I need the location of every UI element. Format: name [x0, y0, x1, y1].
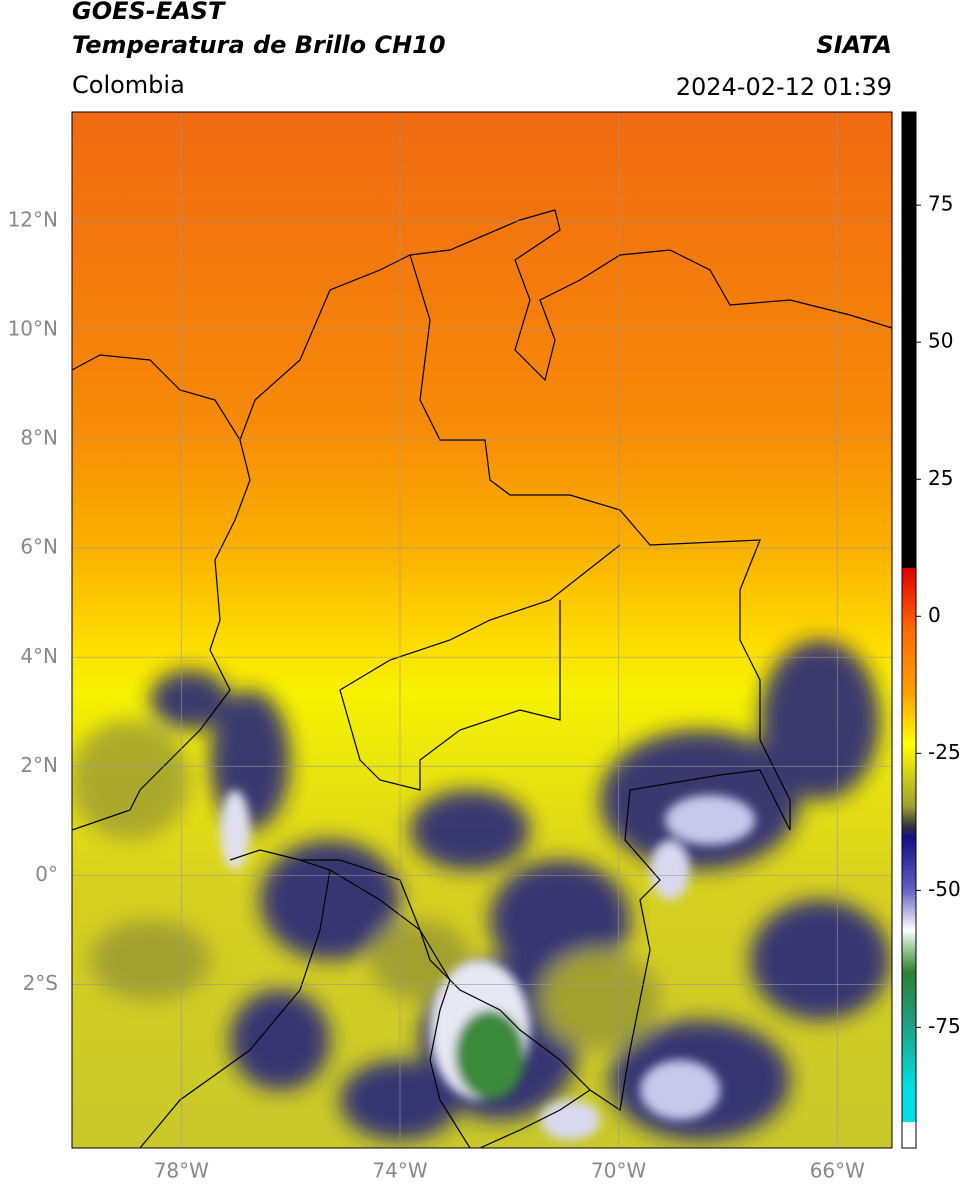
- subtitle: Temperatura de Brillo CH10: [72, 31, 446, 59]
- colorbar-tick-label: -25: [928, 740, 961, 764]
- y-tick-label: 2°N: [20, 753, 58, 777]
- source: SIATA: [816, 31, 892, 59]
- colorbar-tick-label: -75: [928, 1014, 961, 1038]
- colorbar-tick-label: 75: [928, 192, 953, 216]
- y-tick-label: 6°N: [20, 535, 58, 559]
- datetime: 2024-02-12 01:39: [676, 73, 892, 101]
- x-tick-label: 74°W: [372, 1159, 427, 1183]
- x-tick-label: 78°W: [154, 1159, 209, 1183]
- y-tick-label: 8°N: [20, 426, 58, 450]
- y-tick-label: 10°N: [8, 317, 58, 341]
- title: GOES-EAST: [72, 0, 226, 25]
- x-tick-label: 70°W: [591, 1159, 646, 1183]
- colorbar-tick-label: 25: [928, 466, 953, 490]
- map-frame: [71, 111, 893, 1149]
- y-tick-label: 4°N: [20, 644, 58, 668]
- colorbar-tick-label: -50: [928, 877, 961, 901]
- y-tick-label: 12°N: [8, 208, 58, 232]
- satellite-image: [72, 112, 892, 1148]
- colorbar-tick-label: 50: [928, 329, 953, 353]
- y-tick-label: 2°S: [23, 971, 58, 995]
- colorbar: [901, 111, 917, 1149]
- x-tick-label: 66°W: [810, 1159, 865, 1183]
- colorbar-tick-label: 0: [928, 603, 941, 627]
- y-tick-label: 0°: [35, 862, 58, 886]
- region: Colombia: [72, 71, 185, 99]
